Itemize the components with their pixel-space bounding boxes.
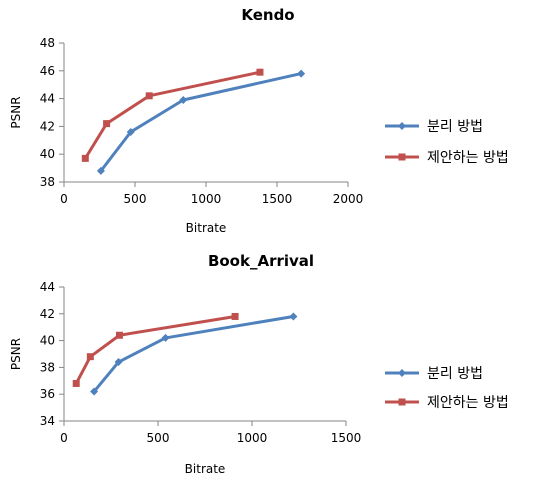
legend-label: 제안하는 방법 [427,150,509,166]
data-point [256,68,264,76]
y-tick-label: 46 [40,64,55,78]
legend-swatch-marker [398,122,406,130]
x-axis-label: Bitrate [186,221,227,235]
data-point [103,120,111,128]
y-tick-label: 44 [40,92,55,106]
data-point [72,379,80,387]
legend-item: 분리 방법 [385,119,483,135]
y-tick-label: 44 [40,280,55,294]
y-axis-label: PSNR [9,338,23,370]
data-point [90,387,99,396]
data-point [161,333,170,342]
y-tick-label: 42 [40,119,55,133]
y-tick-label: 40 [40,334,55,348]
x-tick-label: 0 [60,192,68,206]
series-separate-method [96,69,306,175]
legend-item: 제안하는 방법 [385,395,509,411]
x-tick-label: 500 [124,192,147,206]
data-point [86,353,94,361]
series-separate-method [90,312,298,396]
x-tick-label: 1500 [331,431,362,445]
x-axis-label: Bitrate [185,462,226,476]
y-tick-label: 36 [40,387,55,401]
legend-item: 제안하는 방법 [385,150,509,166]
x-tick-label: 1000 [237,431,268,445]
data-point [96,166,105,175]
data-point [126,127,135,136]
chart-title: Book_Arrival [208,252,314,270]
data-point [179,95,188,104]
x-tick-label: 0 [60,431,68,445]
series-line [84,70,261,160]
y-tick-label: 38 [40,360,55,374]
x-tick-label: 1000 [191,192,222,206]
data-point [81,154,89,162]
legend-label: 분리 방법 [427,119,483,135]
y-tick-label: 38 [40,175,55,189]
data-point [297,69,306,78]
chart-0: Kendo 38 40 42 44 46 48 0 500 1000 1500 2000 Bitrate… [9,6,509,235]
data-point [115,331,123,339]
data-point [114,358,123,367]
data-point [145,92,153,100]
chart-1: Book_Arrival 34 36 38 40 42 44 0 500 1000 1500 Bitr… [9,252,509,476]
legend-swatch-marker [398,369,406,377]
legend-swatch-marker [398,398,406,406]
y-tick-label: 48 [40,36,55,50]
x-tick-label: 500 [147,431,170,445]
series-proposed-method [81,68,264,162]
series-proposed-method [72,312,239,387]
legend-label: 분리 방법 [427,366,483,382]
y-tick-label: 40 [40,147,55,161]
legend-swatch-marker [398,153,406,161]
chart-title: Kendo [241,6,294,24]
series-line [74,314,236,385]
series-line [99,72,302,172]
y-tick-label: 42 [40,307,55,321]
legend-label: 제안하는 방법 [427,395,509,411]
x-tick-label: 2000 [333,192,364,206]
data-point [231,312,239,320]
y-tick-label: 34 [40,414,55,428]
x-tick-label: 1500 [262,192,293,206]
series-line [92,315,294,393]
data-point [289,312,298,321]
y-axis-label: PSNR [9,96,23,128]
legend-item: 분리 방법 [385,366,483,382]
